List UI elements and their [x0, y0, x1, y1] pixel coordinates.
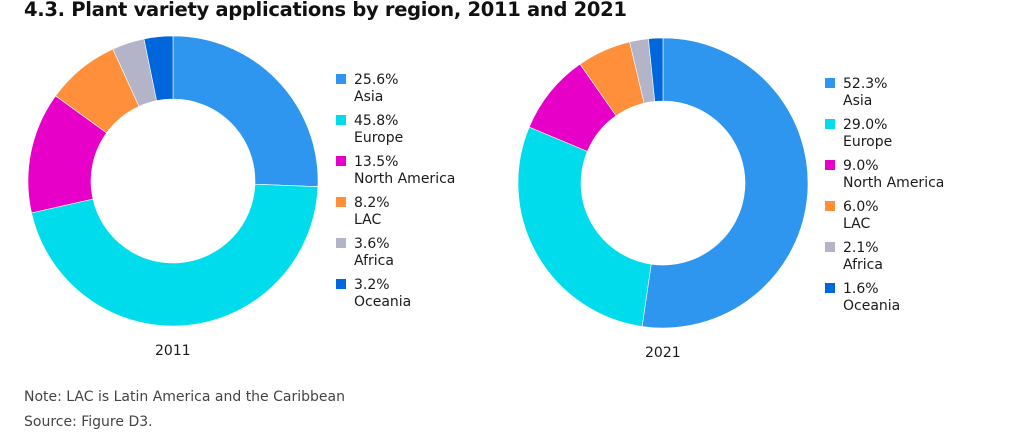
- legend-swatch: [336, 115, 346, 125]
- legend-swatch: [825, 242, 835, 252]
- source-text: Source: Figure D3.: [24, 414, 153, 430]
- legend-value: 1.6%: [843, 281, 879, 297]
- legend-label: Oceania: [843, 298, 901, 314]
- legend-swatch: [336, 197, 346, 207]
- legend-item-lac: 8.2% LAC: [336, 195, 455, 236]
- slice-asia: [641, 37, 809, 329]
- chart-title: 4.3. Plant variety applications by regio…: [24, 0, 627, 21]
- legend-label: Africa: [843, 257, 883, 273]
- legend-label: Africa: [354, 253, 394, 269]
- slice-europe: [31, 183, 319, 327]
- legend-item-north-america: 9.0% North America: [825, 158, 944, 199]
- slice-europe: [517, 126, 652, 327]
- legend-value: 2.1%: [843, 240, 879, 256]
- legend-swatch: [336, 279, 346, 289]
- legend-item-africa: 3.6% Africa: [336, 236, 455, 277]
- year-label-2021: 2021: [645, 345, 681, 361]
- legend-item-oceania: 1.6% Oceania: [825, 281, 944, 322]
- legend-swatch: [825, 160, 835, 170]
- legend-label: Asia: [843, 93, 873, 109]
- legend-swatch: [336, 74, 346, 84]
- legend-swatch: [336, 238, 346, 248]
- legend-swatch: [336, 156, 346, 166]
- legend-value: 25.6%: [354, 72, 399, 88]
- legend-value: 9.0%: [843, 158, 879, 174]
- legend-swatch: [825, 201, 835, 211]
- legend-item-north-america: 13.5% North America: [336, 154, 455, 195]
- legend-value: 3.2%: [354, 277, 390, 293]
- legend-label: North America: [354, 171, 456, 187]
- legend-value: 13.5%: [354, 154, 399, 170]
- legend-value: 8.2%: [354, 195, 390, 211]
- note-text: Note: LAC is Latin America and the Carib…: [24, 389, 345, 405]
- slice-oceania: [648, 37, 664, 102]
- legend-item-lac: 6.0% LAC: [825, 199, 944, 240]
- legend-label: Asia: [354, 89, 384, 105]
- legend-swatch: [825, 283, 835, 293]
- legend-value: 52.3%: [843, 76, 888, 92]
- slice-asia: [172, 35, 319, 188]
- donut-2011: [27, 35, 319, 327]
- legend-label: Europe: [843, 134, 893, 150]
- legend-2011: 25.6% Asia 45.8% Europe 13.5% North America 8.…: [336, 72, 455, 318]
- legend-label: North America: [843, 175, 945, 191]
- legend-swatch: [825, 78, 835, 88]
- legend-item-oceania: 3.2% Oceania: [336, 277, 455, 318]
- legend-label: LAC: [843, 216, 871, 232]
- legend-item-asia: 52.3% Asia: [825, 76, 944, 117]
- legend-value: 29.0%: [843, 117, 888, 133]
- slice-oceania: [143, 35, 174, 102]
- legend-label: Europe: [354, 130, 404, 146]
- legend-2021: 52.3% Asia 29.0% Europe 9.0% North America 6.0…: [825, 76, 944, 322]
- legend-item-asia: 25.6% Asia: [336, 72, 455, 113]
- legend-value: 45.8%: [354, 113, 399, 129]
- legend-item-europe: 45.8% Europe: [336, 113, 455, 154]
- legend-label: LAC: [354, 212, 382, 228]
- legend-item-africa: 2.1% Africa: [825, 240, 944, 281]
- legend-item-europe: 29.0% Europe: [825, 117, 944, 158]
- legend-value: 3.6%: [354, 236, 390, 252]
- legend-label: Oceania: [354, 294, 412, 310]
- legend-value: 6.0%: [843, 199, 879, 215]
- donut-2021: [517, 37, 809, 329]
- year-label-2011: 2011: [155, 343, 191, 359]
- legend-swatch: [825, 119, 835, 129]
